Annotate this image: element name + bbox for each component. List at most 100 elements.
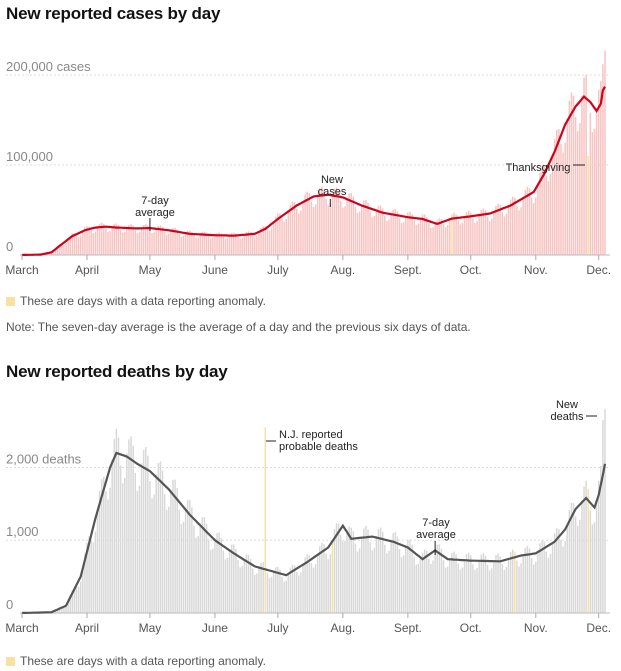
x-tick-label: April [75,263,99,277]
daily-bar [165,234,168,255]
x-tick-label: Aug. [331,263,356,277]
daily-bar [212,237,214,255]
daily-bar [446,566,449,613]
daily-bar [283,221,285,255]
daily-bar [298,213,300,255]
daily-bar [558,529,560,613]
daily-bar [535,561,537,613]
daily-bar [172,228,174,255]
daily-bar [350,527,353,613]
daily-bar [373,216,376,255]
seven-day-note: Note: The seven-day average is the avera… [6,320,471,334]
daily-bar [138,232,141,255]
daily-bar [562,152,564,255]
daily-bar [195,537,197,613]
daily-bar [474,570,476,613]
daily-bar [392,533,394,613]
daily-bar [340,201,342,255]
daily-bar [144,224,147,255]
daily-bar [140,227,143,255]
daily-bar [189,500,191,613]
daily-bar [432,560,434,613]
daily-bar [535,197,537,255]
deaths-chart-title: New reported deaths by day [6,362,228,381]
daily-bar [117,224,120,255]
daily-bar [386,553,388,613]
daily-bar [308,193,311,255]
annotation-label: 7-day average [135,195,175,219]
daily-bar [130,436,132,613]
daily-bar [195,237,197,255]
daily-bar [499,205,501,255]
daily-bar [499,556,501,613]
daily-bar [413,556,415,613]
daily-bar [463,216,466,255]
annotation-line: N.J. reported [279,429,343,441]
daily-bar [337,523,340,613]
daily-bar [591,132,594,255]
daily-bar [165,509,168,613]
daily-bar [476,568,478,613]
daily-bar [455,554,457,613]
daily-bar [67,239,69,255]
daily-bar [222,236,225,255]
daily-bar [107,231,109,255]
daily-bar [352,531,355,613]
daily-bar [249,558,252,613]
daily-bar [203,231,206,255]
annotation-line: average [135,207,175,219]
daily-bar [201,517,204,613]
daily-bar [384,544,386,613]
daily-bar [216,533,218,613]
daily-bar [88,226,90,255]
daily-bar [503,216,506,255]
daily-bar [258,231,260,255]
daily-bar [379,205,382,255]
daily-bar [157,463,160,613]
cases-anomaly-legend: These are days with a data reporting ano… [6,294,266,308]
annotation-label: N.J. reported probable deaths [279,429,358,453]
daily-bar [331,194,334,255]
daily-bar [268,230,271,255]
daily-bar [71,590,74,613]
daily-bar [180,524,183,613]
daily-bar [220,537,222,613]
daily-bar [111,226,113,255]
daily-bar [170,489,172,613]
daily-bar [381,208,384,255]
daily-bar [589,112,592,256]
daily-bar [497,553,499,613]
daily-bar [358,211,361,255]
daily-bar [291,564,294,613]
daily-bar [419,556,422,613]
daily-bar [570,502,573,613]
daily-bar [455,214,457,255]
daily-bar [119,465,122,613]
daily-bar [425,216,428,255]
daily-bar [197,535,199,613]
daily-bar [457,220,459,255]
x-tick-label: Dec. [586,621,611,635]
daily-bar [518,566,520,613]
daily-bar [436,220,438,255]
daily-bar [184,232,187,255]
daily-bar [218,532,220,613]
daily-bar [491,568,493,613]
daily-bar [180,236,183,255]
x-tick-label: April [75,621,99,635]
x-tick-label: March [5,621,38,635]
daily-bar [214,538,216,613]
daily-bar [530,558,533,613]
daily-bar [568,510,571,613]
daily-bar [583,486,585,613]
annotation-line: New [321,174,343,186]
daily-bar [126,453,128,613]
daily-bar [604,50,606,256]
daily-bar [251,235,254,255]
daily-bar [551,154,554,255]
daily-bar [530,197,533,255]
x-tick-label: Nov. [524,263,548,277]
daily-bar [574,516,577,613]
daily-bar [191,507,193,613]
anomaly-swatch [6,656,15,666]
